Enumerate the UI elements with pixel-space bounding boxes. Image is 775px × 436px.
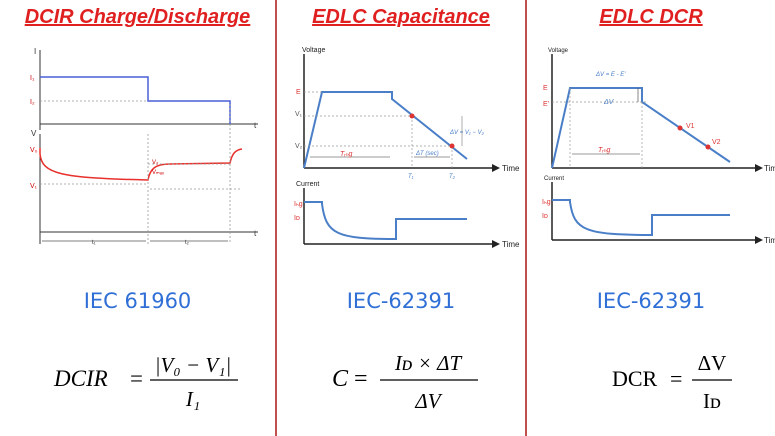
current-trace <box>304 201 467 241</box>
edlc-dcr-diagram: Voltage Tim ΔV = E - E' E E' ΔV V1 V2 Tᵣ… <box>542 48 775 245</box>
formula-capacitance-denominator: ΔV <box>414 389 442 413</box>
standard-edlc-dcr: IEC-62391 <box>596 289 706 313</box>
delta-v-label: ΔV = V₁ − V₂ <box>449 130 485 136</box>
formula-dcr-equals: = <box>670 366 682 391</box>
delta-v-label: ΔV <box>603 99 615 106</box>
formula-capacitance-numerator: Iᴅ × ΔT <box>394 351 463 375</box>
v2-label: V2 <box>712 139 721 146</box>
standard-edlc-capacitance: IEC-62391 <box>346 289 456 313</box>
formula-dcr-denominator: Iᴅ <box>703 389 721 413</box>
t1-label: t₁ <box>92 240 96 246</box>
voltage-trace <box>39 148 243 181</box>
time-axis-label: Time <box>502 164 520 173</box>
v1-point <box>677 125 683 131</box>
v1-label: V₁ <box>30 183 38 190</box>
standard-dcir: IEC 61960 <box>83 289 192 313</box>
i1-label: I₁ <box>30 75 35 82</box>
dcir-diagram: I t I₁ I₂ V t V₀ V₂ Vₘₐₓ V₁ t₁ t₂ <box>30 44 262 256</box>
v2-point <box>449 143 455 149</box>
edlc-capacitance-diagram: Voltage Time E V₁ V₂ Tᵣₕg ΔT (sec) ΔV = … <box>294 47 520 249</box>
ichg-label: Iₕg <box>542 199 551 206</box>
formula-dcir-lhs: DCIR <box>53 366 108 391</box>
formula-dcir: DCIR = |V₀ − V₁| I₁ <box>53 353 238 411</box>
i2-label: I₂ <box>30 99 35 106</box>
v1-point <box>409 113 415 119</box>
v0-label: V₀ <box>30 147 38 154</box>
v2-label: V₂ <box>295 143 303 150</box>
formula-dcr-lhs: DCR <box>612 366 658 391</box>
formula-dcr-numerator: ΔV <box>698 351 727 375</box>
current-trace <box>552 199 730 237</box>
voltage-trace <box>303 91 468 169</box>
voltage-axis-label: V <box>31 129 37 138</box>
ichg-label: Iₕg <box>294 201 303 208</box>
panel-divider-right <box>525 0 527 436</box>
formula-dcir-equals: = <box>130 366 143 391</box>
e-label: E <box>543 85 548 92</box>
t2-label: t₂ <box>185 240 190 246</box>
t1-label: T₁ <box>408 174 414 180</box>
time-axis-label: Tim <box>764 164 775 173</box>
formula-dcir-numerator: |V₀ − V₁| <box>155 353 231 377</box>
v1-label: V₁ <box>295 111 303 118</box>
formula-capacitance-lhs: C <box>332 366 349 392</box>
panel-title-edlc-dcr: EDLC DCR <box>599 6 703 28</box>
current-axis-label: Current <box>544 176 564 182</box>
time-axis-label-top: t <box>254 121 257 130</box>
delta-v-equation: ΔV = E - E' <box>595 72 626 78</box>
time-axis-label-current: Tim <box>764 236 775 245</box>
delta-t-label: ΔT (sec) <box>415 151 439 157</box>
time-axis-label-bottom: t <box>254 229 257 238</box>
v2-label: V₂ <box>152 160 159 166</box>
v1-label: V1 <box>686 123 695 130</box>
vmax-label: Vₘₐₓ <box>152 170 164 176</box>
id-label: Iᴅ <box>294 215 300 222</box>
voltage-axis-label: Voltage <box>302 47 325 54</box>
id-label: Iᴅ <box>542 213 548 220</box>
current-axis-label: I <box>34 47 36 56</box>
voltage-trace <box>551 87 731 169</box>
panel-title-edlc-capacitance: EDLC Capacitance <box>312 6 490 28</box>
formula-dcr: DCR = ΔV Iᴅ <box>612 351 732 413</box>
formula-dcir-denominator: I₁ <box>185 387 200 411</box>
trchg-label: Tᵣₕg <box>598 147 610 154</box>
time-axis-label-current: Time <box>502 240 520 249</box>
panel-divider-left <box>275 0 277 436</box>
panel-title-dcir: DCIR Charge/Discharge <box>24 6 251 28</box>
e-label: E <box>296 89 301 96</box>
v2-point <box>705 144 711 150</box>
formula-capacitance: C = Iᴅ × ΔT ΔV <box>332 351 478 413</box>
t2-label: T₂ <box>449 174 456 180</box>
trchg-label: Tᵣₕg <box>340 151 352 158</box>
voltage-axis-label: Voltage <box>548 48 569 54</box>
current-axis-label: Current <box>296 181 319 188</box>
formula-capacitance-equals: = <box>354 366 368 392</box>
e-prime-label: E' <box>543 101 549 108</box>
